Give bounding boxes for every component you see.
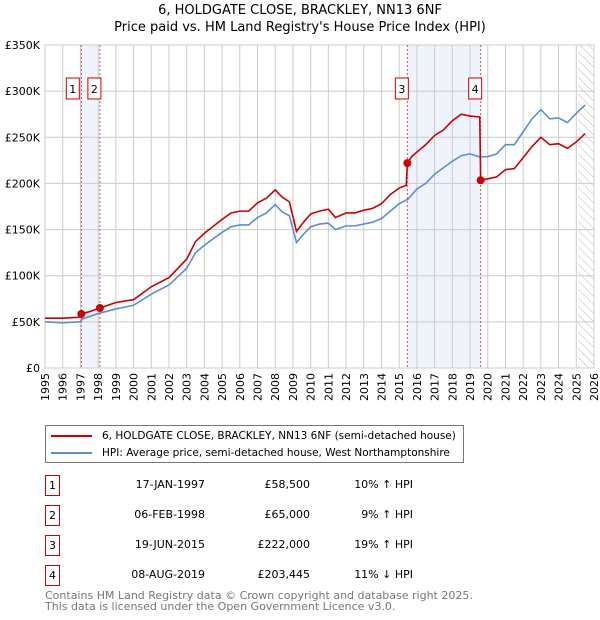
sale-marker-box: 2 — [45, 505, 60, 526]
x-tick-label: 2004 — [198, 373, 211, 401]
y-tick-label: £250K — [5, 131, 41, 144]
y-tick-label: £150K — [5, 224, 41, 237]
x-tick-label: 2017 — [429, 373, 442, 401]
sale-point — [476, 176, 485, 185]
sale-price: £58,500 — [264, 478, 311, 491]
sale-marker-label: 1 — [69, 83, 76, 96]
x-tick-label: 2024 — [553, 373, 566, 401]
legend-property-label: 6, HOLDGATE CLOSE, BRACKLEY, NN13 6NF (s… — [102, 430, 456, 442]
sale-date: 06-FEB-1998 — [134, 508, 205, 521]
chart-title: 6, HOLDGATE CLOSE, BRACKLEY, NN13 6NF — [158, 3, 442, 18]
sale-date: 08-AUG-2019 — [131, 568, 205, 581]
x-tick-label: 2001 — [145, 373, 158, 401]
sale-hpi-diff: 10% ↑ HPI — [354, 478, 413, 491]
sale-price: £203,445 — [257, 568, 311, 581]
x-tick-label: 1996 — [57, 373, 70, 401]
legend-hpi-label: HPI: Average price, semi-detached house,… — [102, 447, 450, 459]
x-tick-label: 1998 — [92, 373, 105, 401]
x-tick-label: 1995 — [39, 373, 52, 401]
sale-point — [95, 304, 104, 313]
x-tick-label: 2022 — [517, 373, 530, 401]
x-tick-label: 2020 — [482, 373, 495, 401]
x-tick-label: 2015 — [393, 373, 406, 401]
footer-copyright: Contains HM Land Registry data © Crown c… — [45, 589, 473, 602]
x-tick-label: 2014 — [375, 373, 388, 401]
x-tick-label: 2006 — [234, 373, 247, 401]
y-tick-label: £100K — [5, 270, 41, 283]
x-tick-label: 1997 — [74, 373, 87, 401]
y-tick-label: £350K — [5, 39, 41, 52]
x-tick-label: 2013 — [358, 373, 371, 401]
sale-marker-label: 3 — [398, 83, 405, 96]
x-tick-label: 2019 — [464, 373, 477, 401]
sale-marker-box — [65, 77, 80, 100]
x-tick-label: 2025 — [570, 373, 583, 401]
sale-marker-box — [468, 77, 483, 100]
x-tick-label: 2007 — [252, 373, 265, 401]
forecast-hatch — [578, 45, 594, 368]
x-tick-label: 2021 — [499, 373, 512, 401]
sale-marker-box — [394, 77, 409, 100]
y-tick-label: £0 — [26, 362, 40, 375]
footer-licence: This data is licensed under the Open Gov… — [45, 600, 396, 613]
y-tick-label: £300K — [5, 85, 41, 98]
x-tick-label: 2008 — [269, 373, 282, 401]
sale-marker-box: 3 — [45, 535, 60, 556]
x-tick-label: 2003 — [181, 373, 194, 401]
sale-price: £65,000 — [264, 508, 311, 521]
x-tick-label: 2011 — [322, 373, 335, 401]
sale-date: 19-JUN-2015 — [134, 538, 205, 551]
y-tick-label: £200K — [5, 177, 41, 190]
sale-date: 17-JAN-1997 — [135, 478, 205, 491]
x-tick-label: 2026 — [588, 373, 600, 401]
sale-hpi-diff: 9% ↑ HPI — [361, 508, 413, 521]
sale-marker-box — [87, 77, 102, 100]
footer: Contains HM Land Registry data © Crown c… — [45, 590, 473, 612]
plot-frame — [44, 44, 595, 369]
x-tick-label: 2023 — [535, 373, 548, 401]
x-tick-label: 2009 — [287, 373, 300, 401]
x-tick-label: 1999 — [110, 373, 123, 401]
sale-hpi-diff: 19% ↑ HPI — [354, 538, 413, 551]
sale-point — [77, 310, 86, 319]
x-tick-label: 2002 — [163, 373, 176, 401]
sale-marker-label: 4 — [472, 83, 479, 96]
chart-subtitle: Price paid vs. HM Land Registry's House … — [114, 20, 486, 35]
sale-marker-box: 1 — [45, 475, 60, 496]
sale-marker-box: 4 — [45, 565, 60, 586]
y-tick-label: £50K — [12, 316, 41, 329]
x-tick-label: 2012 — [340, 373, 353, 401]
legend-blue-line-swatch — [51, 452, 92, 454]
legend: 6, HOLDGATE CLOSE, BRACKLEY, NN13 6NF (s… — [45, 425, 464, 463]
x-tick-label: 2000 — [128, 373, 141, 401]
sale-price: £222,000 — [257, 538, 311, 551]
x-tick-label: 2018 — [446, 373, 459, 401]
sale-marker-label: 2 — [91, 83, 98, 96]
hpi-line — [44, 104, 586, 324]
x-tick-label: 2010 — [305, 373, 318, 401]
x-tick-label: 2005 — [216, 373, 229, 401]
sale-point — [403, 159, 412, 168]
legend-red-line-swatch — [51, 435, 92, 437]
sale-hpi-diff: 11% ↓ HPI — [354, 568, 413, 581]
sale-period-shade — [81, 45, 100, 368]
x-tick-label: 2016 — [411, 373, 424, 401]
plot-area: 1995 1996 1997 1998 1999 2000 2001 2002 2003 2004… — [5, 39, 600, 401]
price-paid-line — [45, 113, 586, 319]
